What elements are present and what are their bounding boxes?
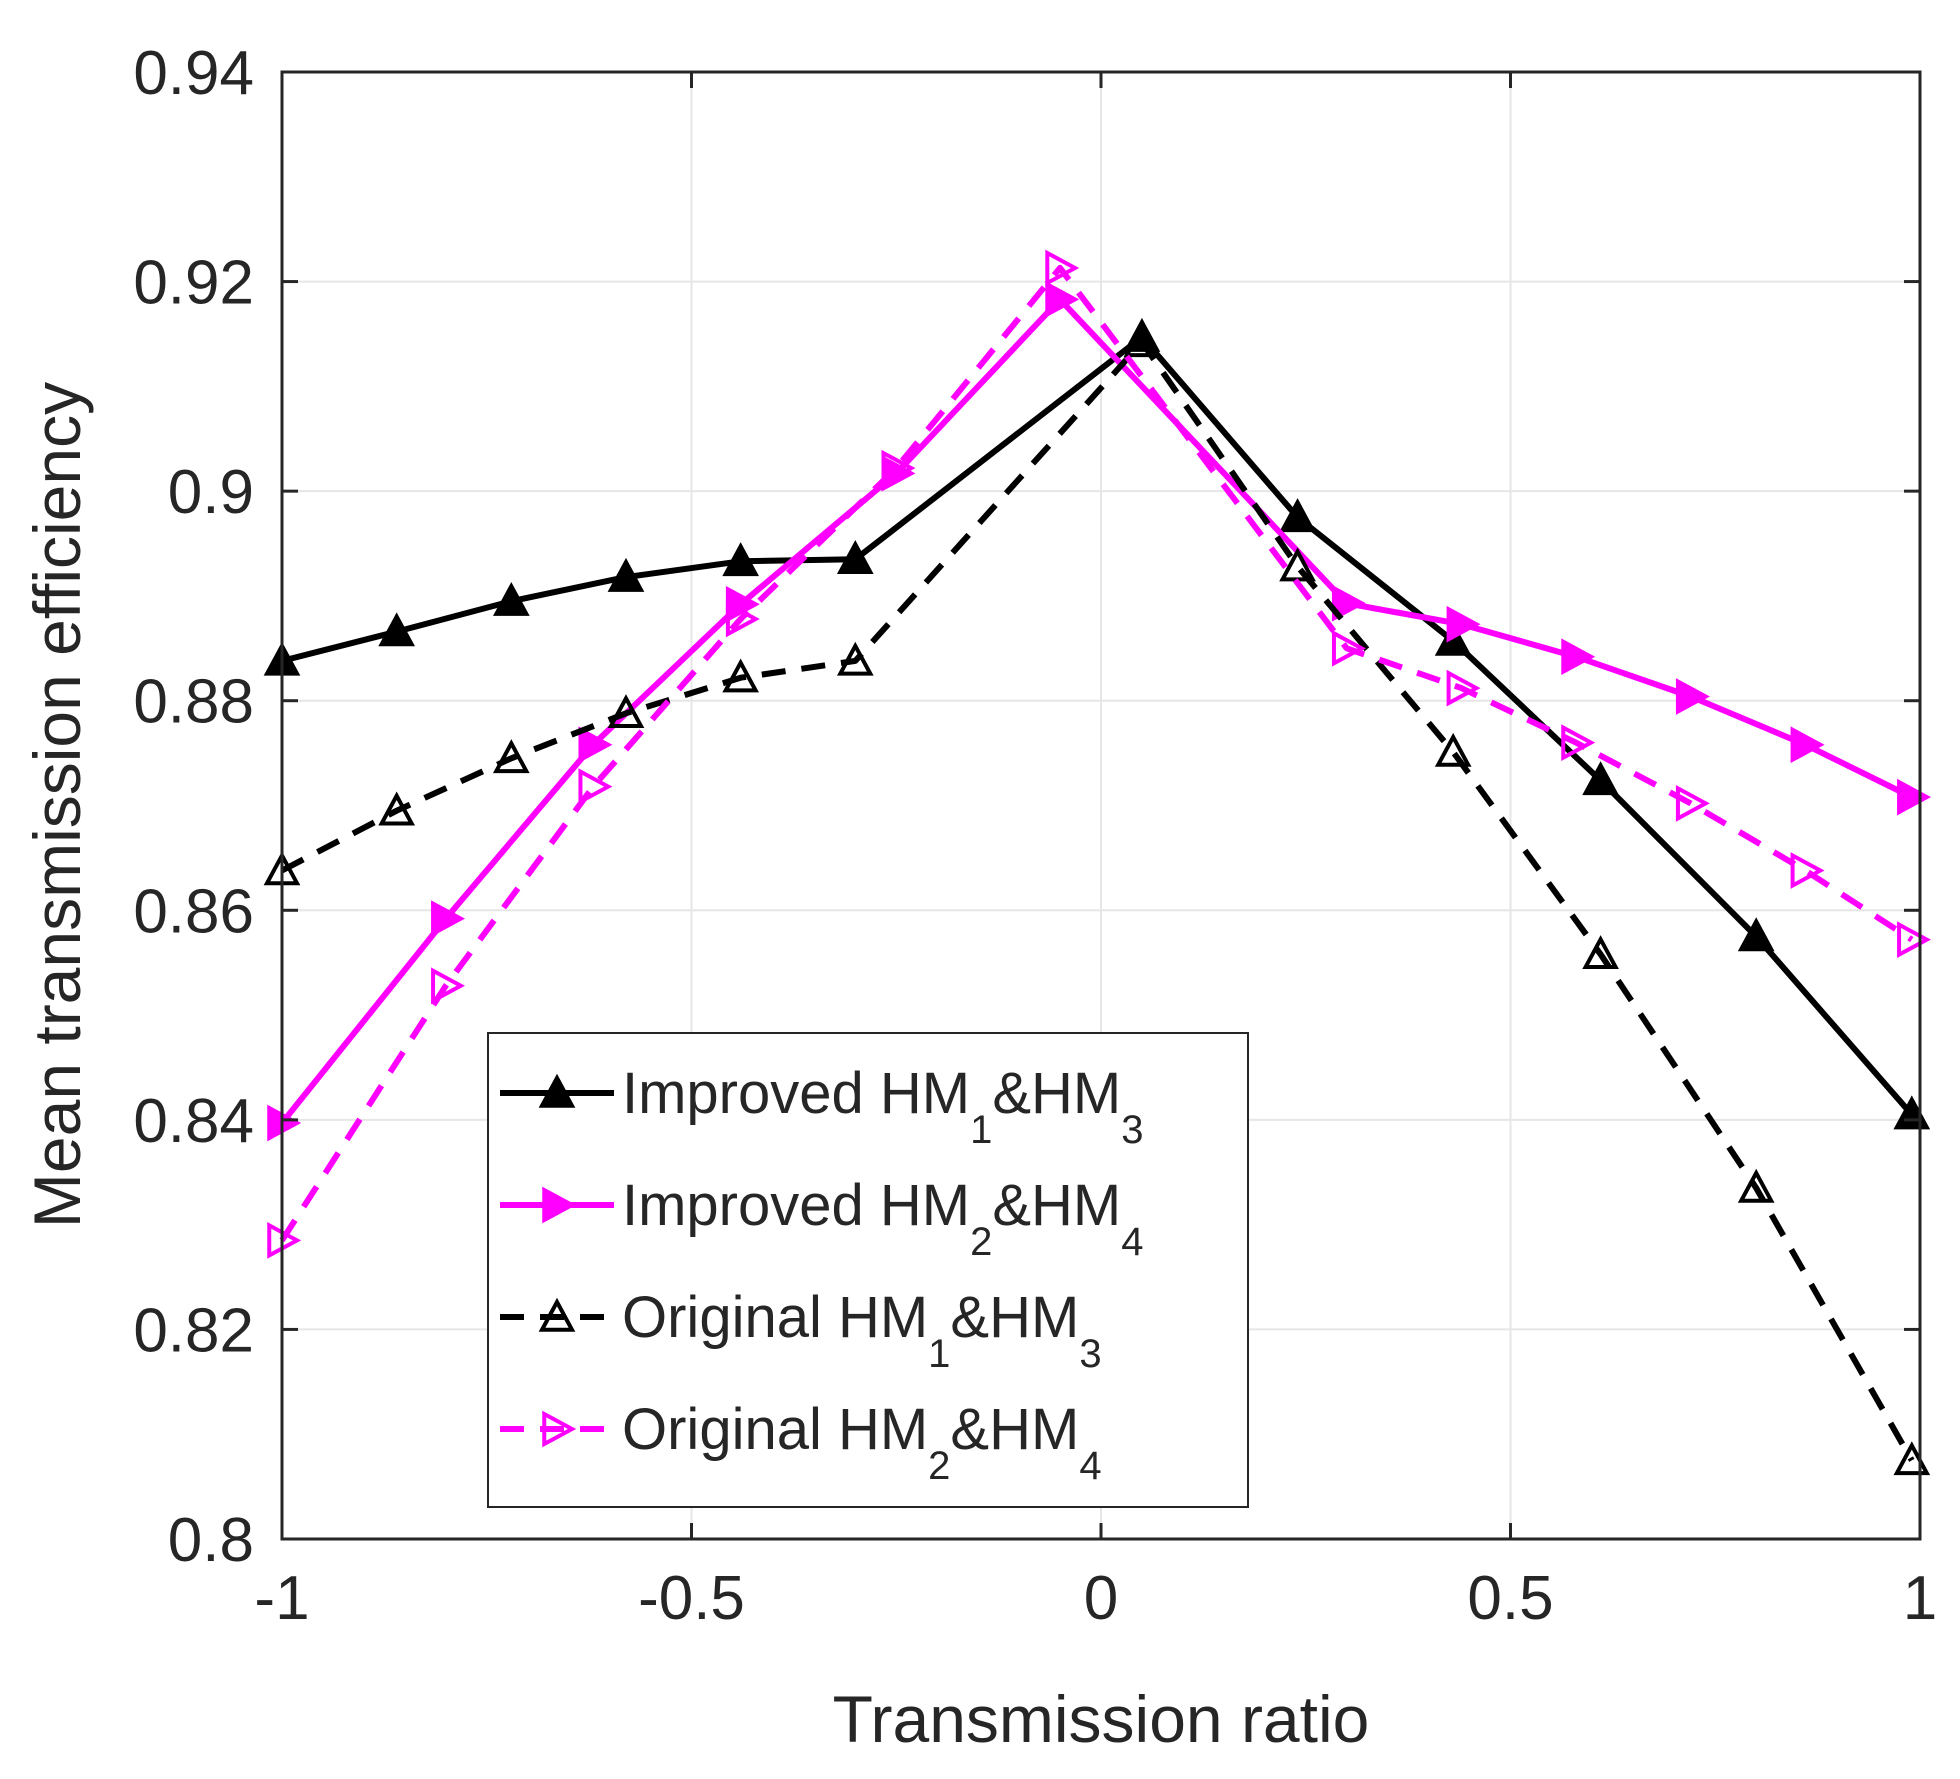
data-point [725, 600, 760, 638]
data-point [1279, 498, 1316, 533]
series-1 [263, 317, 1931, 1130]
y-tick-label: 0.92 [133, 249, 254, 318]
legend-label: Original HM2&HM4 [622, 1397, 1102, 1488]
legend-label: Improved HM1&HM3 [622, 1061, 1143, 1152]
data-point [1675, 678, 1710, 715]
legend-entry: Improved HM1&HM3 [500, 1061, 1143, 1152]
data-point [578, 768, 613, 805]
data-point [836, 641, 874, 676]
series-4 [267, 249, 1932, 1259]
y-tick-label: 0.8 [168, 1506, 254, 1575]
data-point [1331, 584, 1366, 622]
data-point [1737, 917, 1775, 952]
data-point [431, 967, 466, 1005]
data-point [1045, 281, 1080, 318]
legend-marker [542, 1186, 577, 1224]
legend: Improved HM1&HM3 Improved HM2&HM4 Original… [487, 1032, 1249, 1508]
series-line [279, 264, 1914, 1243]
legend-entry: Original HM1&HM3 [500, 1285, 1102, 1376]
data-point [1123, 323, 1161, 358]
data-point [1446, 669, 1481, 707]
series-line [281, 334, 1915, 1117]
y-tick-label: 0.94 [133, 39, 254, 108]
data-point [722, 658, 759, 693]
data-point [881, 449, 916, 487]
ticks [280, 70, 1922, 1541]
data-point [1582, 935, 1619, 970]
legend-marker [538, 1073, 576, 1108]
data-point [492, 581, 530, 616]
x-tick-label: 0 [1084, 1564, 1118, 1633]
data-point [722, 542, 759, 577]
x-tick-label: -1 [254, 1564, 309, 1633]
data-point [1790, 852, 1825, 889]
series-2 [267, 281, 1932, 1142]
data-point [1790, 726, 1825, 764]
data-point [607, 557, 645, 592]
data-point [578, 726, 613, 764]
y-tick-label: 0.88 [133, 668, 254, 737]
data-point [1331, 629, 1366, 667]
data-point [1737, 1168, 1775, 1203]
series-line [280, 339, 1915, 1462]
data-point [836, 540, 874, 575]
legend-entry: Original HM2&HM4 [500, 1397, 1102, 1488]
data-point [378, 612, 416, 647]
data-point [1582, 761, 1619, 796]
data-point [1561, 638, 1596, 676]
series-line [279, 296, 1914, 1125]
data-point [1897, 778, 1932, 816]
data-point [431, 900, 466, 938]
legend-label: Improved HM2&HM4 [622, 1173, 1143, 1264]
data-point [378, 791, 416, 826]
data-point [1434, 732, 1472, 767]
data-point [1434, 621, 1472, 656]
x-tick-label: -0.5 [638, 1564, 745, 1633]
legend-marker [542, 1410, 577, 1448]
legend-entry: Improved HM2&HM4 [500, 1173, 1143, 1264]
y-tick-label: 0.9 [168, 458, 254, 527]
y-axis-title: Mean transmission efficiency [20, 382, 94, 1228]
y-tick-label: 0.84 [133, 1087, 254, 1156]
legend-marker [538, 1297, 576, 1332]
data-point [607, 694, 645, 729]
x-axis-title: Transmission ratio [833, 1682, 1370, 1756]
x-tick-labels: -1 -0.5 0 0.5 1 [254, 1564, 1937, 1633]
data-point [1446, 605, 1481, 643]
y-tick-labels: 0.8 0.82 0.84 0.86 0.88 0.9 0.92 0.94 [133, 39, 254, 1575]
y-tick-label: 0.86 [133, 877, 254, 946]
data-point [1675, 785, 1710, 822]
y-tick-label: 0.82 [133, 1296, 254, 1365]
series-area [263, 249, 1932, 1476]
data-point [1561, 724, 1596, 761]
x-tick-label: 1 [1903, 1564, 1937, 1633]
data-point [492, 739, 530, 774]
data-point [1045, 249, 1080, 287]
legend-box [487, 1032, 1249, 1508]
data-point [1897, 921, 1932, 958]
x-tick-label: 0.5 [1467, 1564, 1553, 1633]
legend-label: Original HM1&HM3 [622, 1285, 1102, 1376]
